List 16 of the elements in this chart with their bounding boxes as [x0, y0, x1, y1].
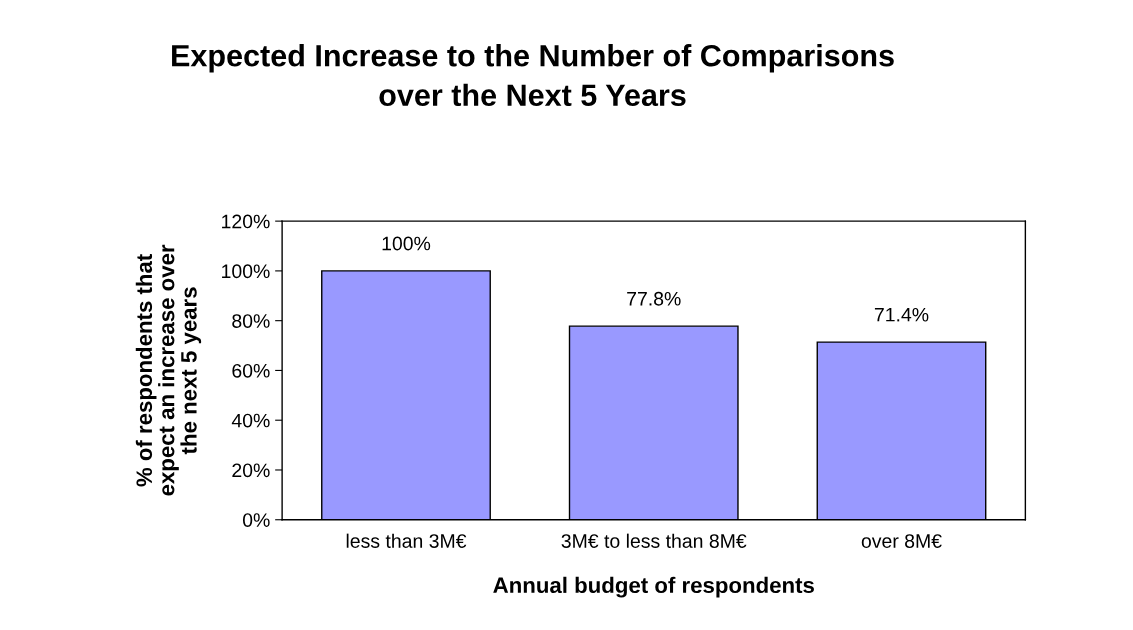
x-axis-title: Annual budget of respondents: [493, 576, 814, 598]
y-axis-title: % of respondents that expect an increase over the next 5 years: [135, 244, 202, 496]
x-tick-label: less than 3M€: [346, 533, 467, 548]
x-tick-label: over 8M€: [861, 534, 942, 548]
chart-title: Expected Increase to the Number of Comparisons over the Next 5 Years: [172, 44, 894, 107]
y-tick-label: 0%: [242, 513, 270, 527]
data-label: 71.4%: [874, 307, 929, 322]
data-label: 100%: [382, 236, 431, 251]
y-tick-label: 100%: [222, 264, 270, 279]
y-tick-label: 80%: [232, 314, 270, 328]
y-tick-label: 20%: [232, 463, 270, 478]
y-tick-label: 120%: [222, 214, 270, 229]
y-tick-label: 60%: [232, 363, 270, 378]
x-tick-label: 3M€ to less than 8M€: [561, 533, 747, 548]
data-label: 77.8%: [627, 291, 681, 306]
y-tick-label: 40%: [231, 413, 270, 428]
